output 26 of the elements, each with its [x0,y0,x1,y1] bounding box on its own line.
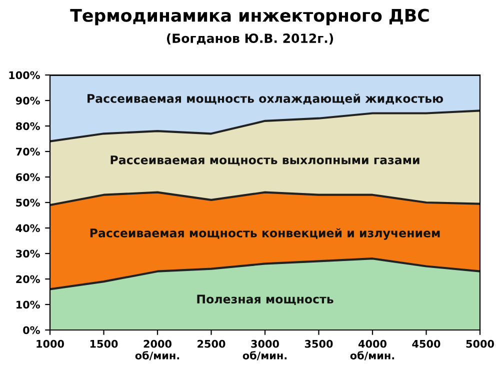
x-tick-label: 1000 [36,340,64,348]
y-tick-label: 50% [16,198,40,207]
y-tick-label: 10% [16,300,40,309]
y-tick-label: 0% [23,326,40,334]
series-label: Рассеиваемая мощность выхлопными газами [110,156,420,166]
x-tick-label: 3000 об/мин. [242,340,287,360]
chart-subtitle: (Богданов Ю.В. 2012г.) [166,33,334,45]
series-label: Рассеиваемая мощность охлаждающей жидкостью [88,94,444,104]
x-tick-label: 3500 [304,340,333,348]
series-label: Полезная мощность [197,294,334,305]
y-tick-label: 60% [16,173,40,182]
y-tick-label: 30% [16,250,40,258]
x-tick-label: 1500 [90,340,118,348]
series-label: Рассеиваемая мощность конвекцией и излучением [90,228,440,240]
x-tick-label: 2500 [198,340,226,348]
y-tick-label: 80% [16,122,40,130]
x-tick-label: 4000 об/мин. [350,340,394,360]
x-tick-label: 5000 [466,340,494,348]
y-tick-label: 40% [16,224,40,232]
y-tick-label: 20% [16,275,40,284]
y-tick-label: 100% [9,71,40,80]
x-tick-label: 2000 об/мин. [135,340,180,360]
y-tick-label: 90% [16,96,40,105]
x-tick-label: 4500 [412,340,440,348]
y-tick-label: 70% [16,148,40,156]
chart-title: Термодинамика инжекторного ДВС [70,8,429,26]
